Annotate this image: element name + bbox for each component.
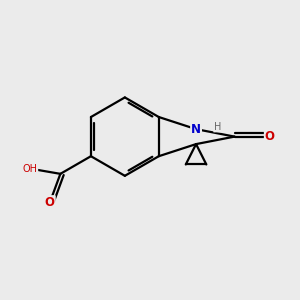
Text: O: O [45, 196, 55, 209]
Text: N: N [191, 123, 201, 136]
Text: O: O [265, 130, 275, 143]
Text: OH: OH [23, 164, 38, 174]
Text: H: H [214, 122, 221, 132]
